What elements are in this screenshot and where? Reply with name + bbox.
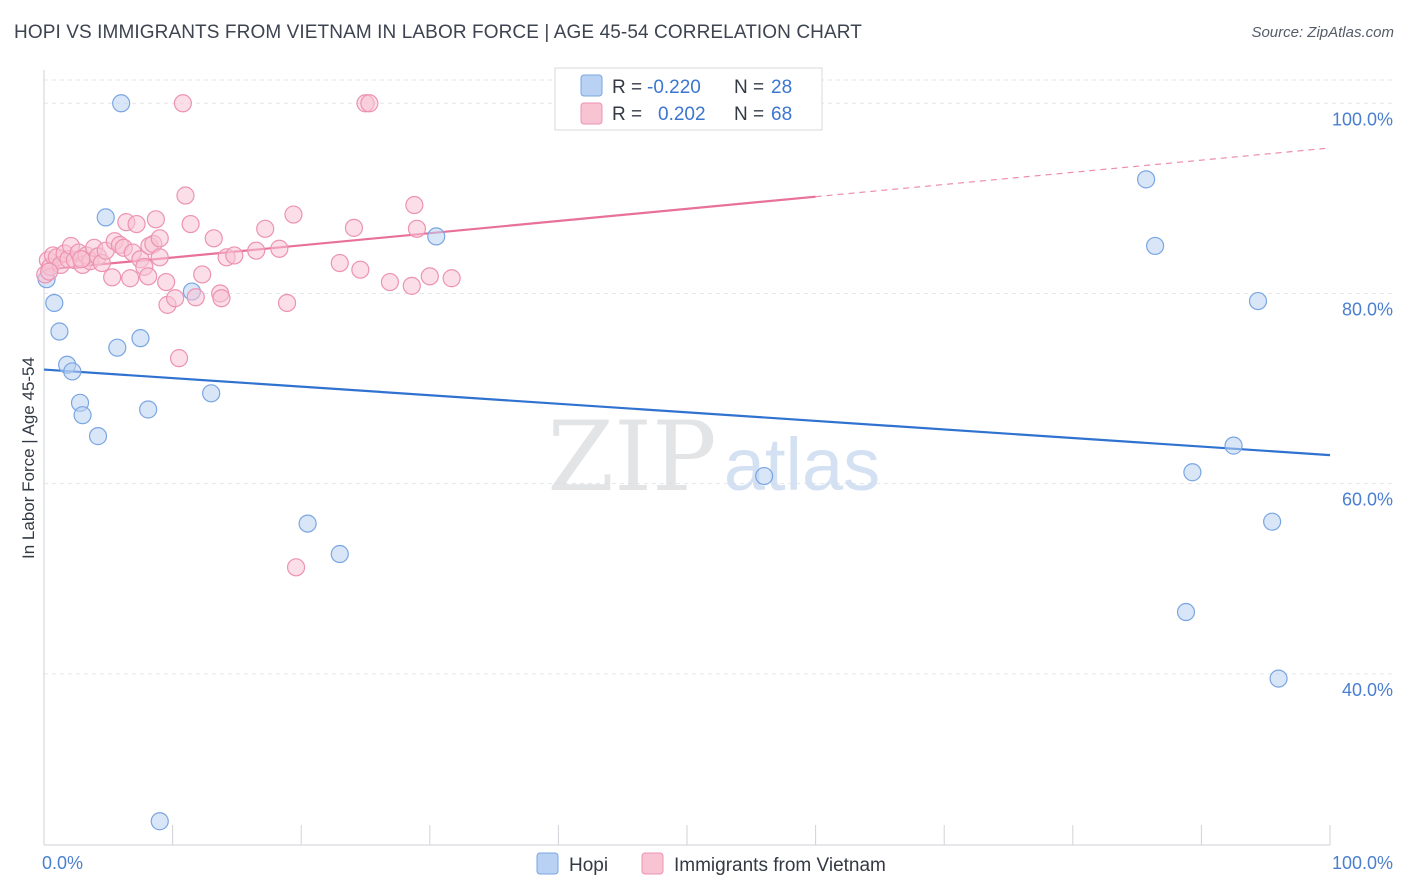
vietnam-point — [173, 94, 192, 113]
vietnam-point — [420, 267, 439, 286]
x-tick-label-max: 100.0% — [1332, 853, 1393, 873]
hopi-point — [73, 406, 92, 425]
legend-swatch-vietnam — [580, 102, 603, 125]
vietnam-point — [344, 218, 364, 237]
y-axis-title: In Labor Force | Age 45-54 — [19, 357, 38, 559]
legend-r-value-vietnam: 0.202 — [658, 104, 706, 125]
bottom-legend: Hopi Immigrants from Vietnam — [536, 852, 886, 876]
legend-swatch-hopi — [580, 74, 603, 97]
watermark-atlas: atlas — [724, 423, 880, 506]
legend-n-label-vietnam: N = — [734, 104, 764, 125]
vietnam-trend-line-extension — [815, 147, 1331, 198]
hopi-point — [45, 293, 64, 313]
vietnam-point — [150, 248, 169, 267]
hopi-point — [202, 384, 221, 403]
hopi-point — [1146, 236, 1165, 256]
vietnam-point — [330, 253, 349, 273]
vietnam-point — [176, 186, 195, 205]
vietnam-point — [150, 229, 169, 248]
vietnam-point — [186, 288, 205, 307]
hopi-point — [63, 362, 82, 381]
chart-title: HOPI VS IMMIGRANTS FROM VIETNAM IN LABOR… — [14, 22, 862, 43]
vietnam-point — [380, 272, 400, 292]
grid-lines — [44, 79, 1393, 675]
hopi-point — [1176, 602, 1196, 622]
hopi-point — [96, 208, 115, 227]
hopi-point — [150, 812, 169, 831]
vietnam-point — [360, 94, 379, 113]
y-tick-label: 40.0% — [1342, 680, 1393, 700]
vietnam-point — [351, 260, 370, 279]
vietnam-point — [284, 205, 303, 224]
vietnam-point — [40, 262, 59, 281]
hopi-point — [88, 427, 108, 446]
vietnam-point — [157, 272, 176, 292]
y-tick-label: 80.0% — [1342, 299, 1393, 319]
x-tick-label-min: 0.0% — [42, 853, 83, 873]
vietnam-point — [139, 267, 158, 286]
vietnam-point — [247, 241, 266, 260]
vietnam-point — [204, 229, 223, 248]
vietnam-point — [286, 558, 306, 577]
vietnam-point — [225, 246, 244, 265]
legend-box: R = -0.220 N = 28 R = 0.202 N = 68 — [554, 67, 823, 131]
axes: 40.0% 60.0% 80.0% 100.0% 0.0% 100.0% — [42, 70, 1393, 873]
legend-n-value-hopi: 28 — [771, 77, 792, 98]
hopi-point — [298, 514, 317, 533]
legend-r-label-hopi: R = — [612, 77, 642, 98]
hopi-point — [1263, 512, 1282, 531]
vietnam-point — [121, 269, 140, 288]
vietnam-point — [407, 219, 427, 238]
legend-r-label-vietnam: R = — [612, 104, 642, 125]
hopi-point — [1137, 170, 1156, 189]
hopi-trend-line — [43, 368, 1331, 457]
vietnam-point — [402, 276, 421, 295]
vietnam-point — [277, 293, 297, 313]
vietnam-point — [256, 219, 275, 238]
watermark-zip: ZIP — [547, 401, 716, 513]
hopi-point — [131, 329, 150, 348]
hopi-point — [1183, 463, 1202, 482]
bottom-legend-swatch-vietnam — [641, 852, 664, 875]
y-tick-label: 60.0% — [1342, 490, 1393, 510]
bottom-legend-label-hopi: Hopi — [569, 855, 608, 876]
bottom-legend-swatch-hopi — [536, 852, 559, 875]
vietnam-point — [146, 210, 165, 229]
hopi-point — [755, 466, 774, 486]
hopi-point — [112, 94, 131, 113]
vietnam-point — [103, 268, 122, 287]
legend-n-value-vietnam: 68 — [771, 104, 792, 125]
hopi-point — [1224, 436, 1243, 455]
hopi-point — [50, 322, 69, 341]
bottom-legend-label-vietnam: Immigrants from Vietnam — [674, 855, 886, 876]
hopi-point — [330, 544, 349, 564]
vietnam-point — [166, 289, 185, 308]
vietnam-point — [405, 195, 424, 215]
vietnam-point — [181, 214, 200, 234]
vietnam-point — [127, 214, 146, 234]
chart-source: Source: ZipAtlas.com — [1251, 24, 1394, 41]
vietnam-point — [72, 250, 91, 269]
legend-n-label-hopi: N = — [734, 77, 764, 98]
hopi-point — [427, 227, 446, 246]
hopi-point — [139, 400, 158, 419]
vietnam-point — [442, 269, 461, 288]
y-tick-label: 100.0% — [1332, 109, 1393, 129]
vietnam-point — [169, 349, 189, 368]
legend-r-value-hopi: -0.220 — [647, 77, 701, 98]
hopi-point — [108, 338, 127, 357]
vietnam-point — [212, 289, 231, 308]
hopi-point — [1248, 291, 1268, 311]
vietnam-point — [193, 265, 212, 284]
vietnam-point — [270, 239, 289, 258]
hopi-point — [1269, 669, 1288, 688]
